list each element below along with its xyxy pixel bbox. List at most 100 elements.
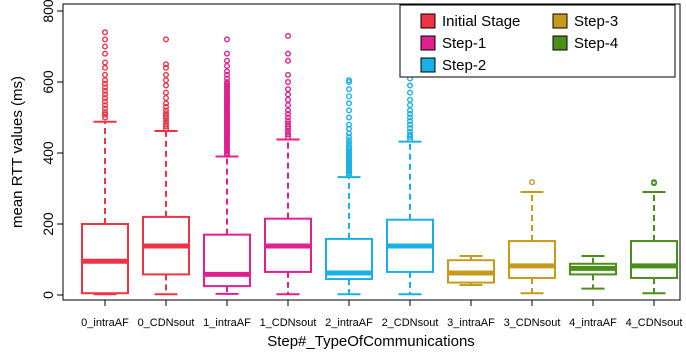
legend-swatch [552, 35, 568, 51]
outlier-point [223, 75, 230, 82]
outlier-point [101, 36, 108, 43]
x-axis: 0_intraAF 0_CDNsout 1_intraAF 1_CDNsout 2_in… [81, 300, 682, 329]
outlier-point [101, 111, 108, 118]
box-iqr [508, 240, 556, 279]
outlier-point [407, 128, 414, 135]
outlier-point [651, 179, 658, 186]
box-2_intraAF [325, 77, 373, 296]
y-tick-label: 600 [40, 70, 56, 94]
legend-label: Initial Stage [442, 13, 520, 30]
outlier-point [346, 107, 353, 114]
legend-swatch [420, 13, 436, 29]
outlier-point [285, 78, 292, 85]
legend-label: Step-1 [442, 35, 486, 52]
x-tick-label: 0_CDNsout [138, 317, 195, 329]
legend-label: Step-2 [442, 57, 486, 74]
outlier-point [162, 82, 169, 89]
outlier-point [346, 86, 353, 93]
outlier-point [101, 59, 108, 66]
outlier-point [346, 77, 353, 84]
outlier-point [285, 50, 292, 57]
outlier-point [285, 102, 292, 109]
outlier-point [407, 110, 414, 117]
legend: Initial Stage Step-1 Step-2 Step-3 Step-4 [399, 4, 676, 78]
outlier-point [285, 71, 292, 78]
y-tick-label: 800 [40, 0, 56, 23]
x-tick-label: 1_intraAF [203, 317, 251, 329]
outlier-point [407, 118, 414, 125]
outlier-point [101, 87, 108, 94]
outlier-point [162, 89, 169, 96]
outlier-point [101, 98, 108, 105]
legend-label: Step-4 [574, 35, 618, 52]
box-3_CDNsout [508, 179, 556, 295]
legend-box [399, 4, 676, 78]
outlier-point [285, 32, 292, 39]
outlier-point [285, 118, 292, 125]
outlier-point [285, 120, 292, 127]
outlier-point [223, 50, 230, 57]
x-tick-label: 3_intraAF [447, 317, 495, 329]
outlier-point [162, 61, 169, 68]
outlier-point [162, 100, 169, 107]
outlier-point [285, 57, 292, 64]
outlier-point [101, 102, 108, 109]
outlier-point [162, 103, 169, 110]
legend-swatch [420, 57, 436, 73]
outlier-point [407, 82, 414, 89]
outlier-point [346, 114, 353, 121]
outlier-point [223, 78, 230, 85]
outlier-point [101, 80, 108, 87]
outlier-point [101, 77, 108, 84]
legend-swatch [552, 13, 568, 29]
outlier-point [407, 114, 414, 121]
outlier-point [101, 71, 108, 78]
outlier-point [162, 77, 169, 84]
outlier-point [407, 89, 414, 96]
outlier-point [101, 50, 108, 57]
x-tick-label: 0_intraAF [81, 317, 129, 329]
x-tick-label: 4_intraAF [569, 317, 617, 329]
outlier-point [101, 43, 108, 50]
outlier-point [162, 112, 169, 119]
outlier-point [162, 118, 169, 125]
x-tick-label: 2_CDNsout [382, 317, 439, 329]
outlier-point [223, 63, 230, 70]
outlier-point [346, 142, 353, 149]
box-0_intraAF [81, 29, 129, 296]
outlier-point [162, 36, 169, 43]
box-3_intraAF [447, 254, 495, 287]
outlier-point [285, 128, 292, 135]
boxes-layer [81, 29, 678, 296]
outlier-point [407, 102, 414, 109]
outlier-point [285, 134, 292, 141]
box-4_intraAF [569, 254, 617, 290]
box-1_CDNsout [264, 32, 312, 296]
box-iqr [81, 223, 129, 295]
outlier-point [162, 110, 169, 117]
outlier-point [285, 131, 292, 138]
box-iqr [630, 240, 678, 279]
legend-swatch [420, 35, 436, 51]
outlier-point [407, 96, 414, 103]
outlier-point [285, 91, 292, 98]
y-axis: 0 200 400 600 800 [40, 0, 64, 299]
outlier-point [346, 137, 353, 144]
outlier-point [407, 131, 414, 138]
y-tick-label: 0 [40, 291, 56, 299]
outlier-point [162, 120, 169, 127]
x-tick-label: 1_CDNsout [260, 317, 317, 329]
outlier-point [101, 91, 108, 98]
box-4_CDNsout [630, 179, 678, 295]
outlier-point [407, 121, 414, 128]
outlier-point [101, 114, 108, 121]
x-tick-label: 2_intraAF [325, 317, 373, 329]
outlier-point [101, 105, 108, 112]
box-1_intraAF [203, 36, 251, 295]
outlier-point [407, 107, 414, 114]
outlier-point [162, 123, 169, 130]
outlier-point [223, 71, 230, 78]
outlier-point [346, 134, 353, 141]
x-tick-label: 4_CDNsout [626, 317, 683, 329]
